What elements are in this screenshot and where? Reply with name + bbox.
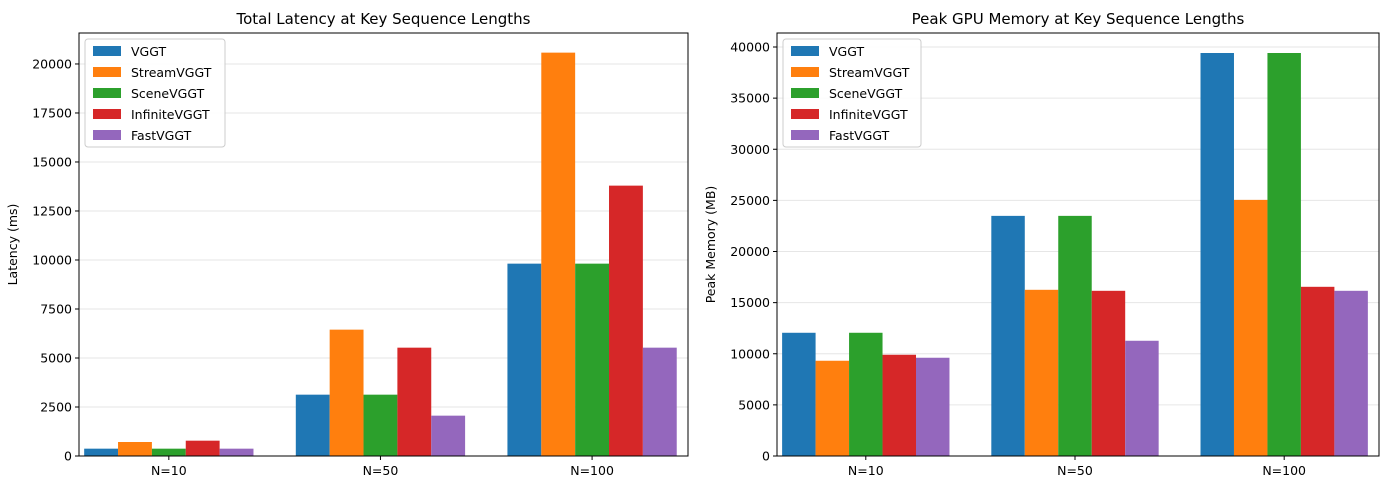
chart-1: 0 5000 10000 15000 20000 25000 30000 35000 40000…	[703, 10, 1380, 478]
bar-streamvggt-n=10	[118, 442, 152, 456]
bar-infinitevggt-n=50	[397, 347, 432, 456]
bar-vggt-n=10	[84, 448, 119, 456]
bar-fastvggt-n=100	[642, 347, 677, 456]
bar-vggt-n=100	[1200, 52, 1234, 457]
y-tick-label: 17500	[32, 105, 72, 120]
legend-label: StreamVGGT	[829, 65, 910, 80]
chart-title: Total Latency at Key Sequence Lengths	[236, 10, 531, 28]
legend-swatch-fastvggt	[791, 130, 819, 140]
axes-frame	[78, 32, 689, 457]
y-tick-label: 15000	[730, 295, 770, 310]
y-tick-label: 0	[762, 449, 770, 464]
y-tick-label: 20000	[32, 56, 72, 71]
legend-swatch-streamvggt	[791, 67, 819, 77]
legend: VGGT StreamVGGT SceneVGGT InfiniteVGGT FastV…	[782, 38, 922, 148]
y-tick-label: 15000	[32, 154, 72, 169]
x-tick-label: N=100	[570, 463, 614, 478]
bar-fastvggt-n=10	[916, 357, 950, 456]
legend-swatch-infinitevggt	[93, 109, 121, 119]
y-tick-label: 20000	[730, 244, 770, 259]
bar-streamvggt-n=50	[1024, 289, 1059, 456]
bar-infinitevggt-n=50	[1091, 290, 1126, 456]
legend-label: VGGT	[131, 44, 166, 59]
legend-label: FastVGGT	[829, 128, 890, 143]
legend-label: VGGT	[829, 44, 864, 59]
x-tick-label: N=100	[1262, 463, 1306, 478]
bar-fastvggt-n=100	[1334, 290, 1368, 456]
y-tick-label: 5000	[738, 397, 770, 412]
legend-label: StreamVGGT	[131, 65, 212, 80]
bar-vggt-n=10	[782, 332, 816, 456]
bar-scenevggt-n=10	[849, 332, 883, 456]
x-tick-label: N=50	[1057, 463, 1093, 478]
axes-frame	[776, 32, 1380, 457]
y-tick-label: 25000	[730, 193, 770, 208]
legend-swatch-scenevggt	[93, 88, 121, 98]
bar-infinitevggt-n=100	[609, 185, 643, 456]
bar-fastvggt-n=10	[219, 448, 254, 456]
bar-infinitevggt-n=100	[1300, 286, 1335, 456]
bar-infinitevggt-n=10	[185, 440, 220, 456]
bar-streamvggt-n=50	[329, 329, 364, 456]
legend-swatch-infinitevggt	[791, 109, 819, 119]
legend-box	[782, 38, 922, 148]
x-tick-label: N=50	[363, 463, 399, 478]
y-tick-label: 30000	[730, 142, 770, 157]
x-tick-label: N=10	[848, 463, 884, 478]
bar-scenevggt-n=50	[363, 394, 398, 456]
y-axis-label: Peak Memory (MB)	[703, 186, 718, 304]
y-tick-label: 7500	[40, 301, 72, 316]
legend-label: SceneVGGT	[829, 86, 903, 101]
x-tick-label: N=10	[151, 463, 187, 478]
bar-streamvggt-n=10	[815, 360, 850, 456]
legend-swatch-vggt	[93, 46, 121, 56]
chart-title: Peak GPU Memory at Key Sequence Lengths	[912, 10, 1245, 28]
bar-vggt-n=50	[991, 215, 1025, 456]
y-tick-label: 35000	[730, 91, 770, 106]
legend-box	[84, 38, 226, 148]
y-tick-label: 10000	[32, 252, 72, 267]
legend-swatch-scenevggt	[791, 88, 819, 98]
legend-swatch-fastvggt	[93, 130, 121, 140]
chart-0: 0 2500 5000 7500 10000 12500 15000 17500 20000 N=…	[5, 10, 689, 478]
legend-label: SceneVGGT	[131, 86, 205, 101]
y-axis-label: Latency (ms)	[5, 204, 20, 286]
y-tick-label: 12500	[32, 203, 72, 218]
legend-swatch-streamvggt	[93, 67, 121, 77]
bar-fastvggt-n=50	[1125, 340, 1159, 456]
bar-infinitevggt-n=10	[882, 354, 917, 456]
y-tick-label: 10000	[730, 346, 770, 361]
y-tick-label: 0	[64, 449, 72, 464]
legend: VGGT StreamVGGT SceneVGGT InfiniteVGGT FastV…	[84, 38, 226, 148]
bar-streamvggt-n=100	[541, 52, 576, 456]
legend-label: InfiniteVGGT	[829, 107, 908, 122]
bar-streamvggt-n=100	[1233, 199, 1268, 456]
legend-swatch-vggt	[791, 46, 819, 56]
bar-scenevggt-n=10	[151, 448, 186, 456]
y-tick-label: 2500	[40, 399, 72, 414]
legend-label: FastVGGT	[131, 128, 192, 143]
bar-scenevggt-n=100	[1267, 52, 1301, 457]
y-tick-label: 40000	[730, 40, 770, 55]
y-tick-label: 5000	[40, 350, 72, 365]
bar-scenevggt-n=100	[575, 263, 610, 456]
bar-vggt-n=100	[507, 263, 542, 456]
bar-scenevggt-n=50	[1058, 215, 1092, 456]
bar-fastvggt-n=50	[431, 415, 466, 456]
legend-label: InfiniteVGGT	[131, 107, 210, 122]
bar-vggt-n=50	[295, 394, 330, 456]
